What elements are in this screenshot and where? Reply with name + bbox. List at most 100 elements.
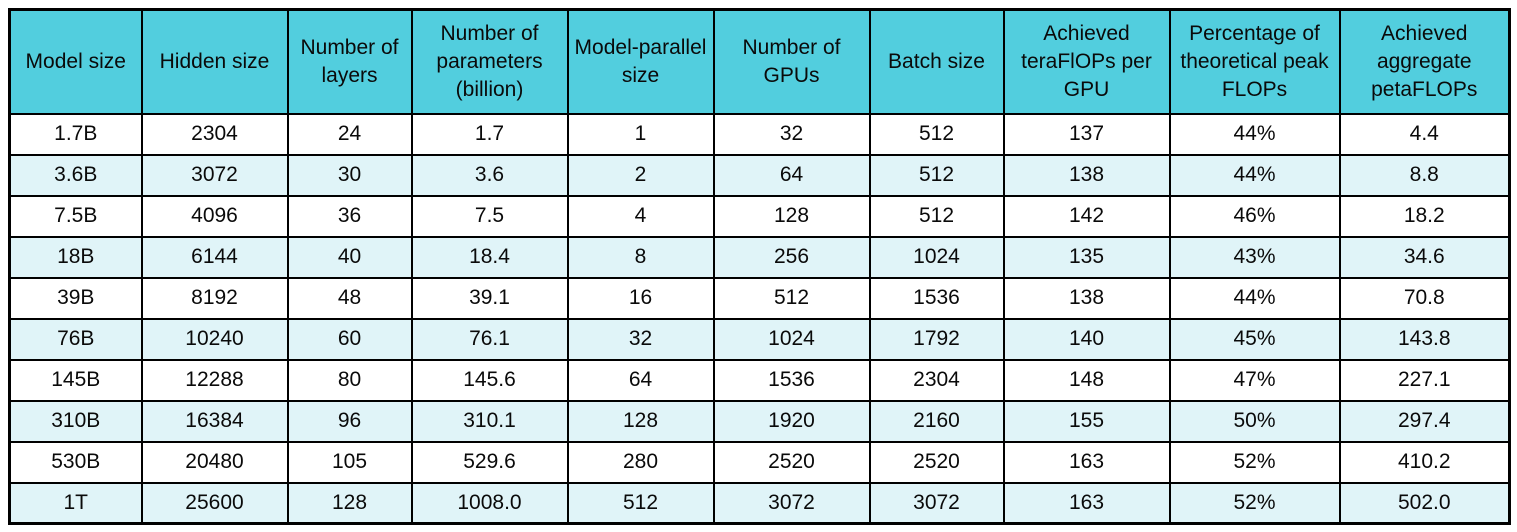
table-header: Model size Hidden size Number of layers Num… — [8, 8, 1511, 115]
table-cell: 4 — [566, 194, 715, 238]
table-row: 3.6B 3072 30 3.6 2 64 512 138 44% 8.8 — [8, 153, 1511, 197]
table-cell: 512 — [566, 481, 715, 525]
table-cell: 512 — [712, 276, 871, 320]
table-cell: 3.6 — [410, 153, 569, 197]
header-row: Model size Hidden size Number of layers Num… — [8, 8, 1511, 115]
table-cell: 256 — [712, 235, 871, 279]
table-cell: 39B — [8, 276, 143, 320]
table-cell: 142 — [1002, 194, 1171, 238]
table-cell: 47% — [1168, 358, 1341, 402]
table-cell: 1.7 — [410, 112, 569, 156]
table-cell: 60 — [286, 317, 413, 361]
table-cell: 45% — [1168, 317, 1341, 361]
table-cell: 140 — [1002, 317, 1171, 361]
column-header: Hidden size — [140, 8, 289, 115]
column-header: Achieved teraFlOPs per GPU — [1002, 8, 1171, 115]
table-cell: 3072 — [140, 153, 289, 197]
table-cell: 48 — [286, 276, 413, 320]
table-cell: 3072 — [712, 481, 871, 525]
table-cell: 7.5B — [8, 194, 143, 238]
table-cell: 44% — [1168, 112, 1341, 156]
table-row: 1.7B 2304 24 1.7 1 32 512 137 44% 4.4 — [8, 112, 1511, 156]
column-header: Batch size — [868, 8, 1005, 115]
table-cell: 20480 — [140, 440, 289, 484]
table-cell: 76B — [8, 317, 143, 361]
column-header: Number of parameters (billion) — [410, 8, 569, 115]
table-row: 7.5B 4096 36 7.5 4 128 512 142 46% 18.2 — [8, 194, 1511, 238]
table-cell: 137 — [1002, 112, 1171, 156]
model-scaling-table: Model size Hidden size Number of layers Num… — [8, 8, 1511, 525]
column-header: Achieved aggregate petaFLOPs — [1338, 8, 1511, 115]
table-cell: 44% — [1168, 153, 1341, 197]
table-cell: 8192 — [140, 276, 289, 320]
table-cell: 8 — [566, 235, 715, 279]
table-cell: 310B — [8, 399, 143, 443]
table-cell: 145.6 — [410, 358, 569, 402]
table-cell: 512 — [868, 153, 1005, 197]
table-cell: 148 — [1002, 358, 1171, 402]
table-cell: 4.4 — [1338, 112, 1511, 156]
table-cell: 135 — [1002, 235, 1171, 279]
table-cell: 280 — [566, 440, 715, 484]
table-row: 18B 6144 40 18.4 8 256 1024 135 43% 34.6 — [8, 235, 1511, 279]
table-cell: 1024 — [868, 235, 1005, 279]
table-cell: 2520 — [712, 440, 871, 484]
table-cell: 227.1 — [1338, 358, 1511, 402]
table-row: 1T 25600 128 1008.0 512 3072 3072 163 52% 502.0 — [8, 481, 1511, 525]
table-cell: 6144 — [140, 235, 289, 279]
table-cell: 143.8 — [1338, 317, 1511, 361]
table-cell: 39.1 — [410, 276, 569, 320]
table-cell: 310.1 — [410, 399, 569, 443]
table-cell: 410.2 — [1338, 440, 1511, 484]
table-cell: 64 — [712, 153, 871, 197]
table-cell: 128 — [566, 399, 715, 443]
table-cell: 52% — [1168, 481, 1341, 525]
column-header: Percentage of theoretical peak FLOPs — [1168, 8, 1341, 115]
table-cell: 4096 — [140, 194, 289, 238]
table-cell: 52% — [1168, 440, 1341, 484]
table-cell: 1008.0 — [410, 481, 569, 525]
table-cell: 512 — [868, 112, 1005, 156]
column-header: Number of GPUs — [712, 8, 871, 115]
table-row: 310B 16384 96 310.1 128 1920 2160 155 50% 297.4 — [8, 399, 1511, 443]
table-cell: 1792 — [868, 317, 1005, 361]
table-cell: 2 — [566, 153, 715, 197]
table-cell: 105 — [286, 440, 413, 484]
table-cell: 1920 — [712, 399, 871, 443]
table-cell: 64 — [566, 358, 715, 402]
table-cell: 30 — [286, 153, 413, 197]
table-cell: 297.4 — [1338, 399, 1511, 443]
table-cell: 40 — [286, 235, 413, 279]
column-header: Number of layers — [286, 8, 413, 115]
table-cell: 502.0 — [1338, 481, 1511, 525]
table-cell: 163 — [1002, 481, 1171, 525]
table-cell: 76.1 — [410, 317, 569, 361]
table-cell: 1536 — [712, 358, 871, 402]
table-cell: 1536 — [868, 276, 1005, 320]
table-cell: 18.4 — [410, 235, 569, 279]
table-cell: 34.6 — [1338, 235, 1511, 279]
table-cell: 529.6 — [410, 440, 569, 484]
table-cell: 43% — [1168, 235, 1341, 279]
table-cell: 80 — [286, 358, 413, 402]
table-cell: 96 — [286, 399, 413, 443]
column-header: Model-parallel size — [566, 8, 715, 115]
table-cell: 2304 — [868, 358, 1005, 402]
table-cell: 46% — [1168, 194, 1341, 238]
table-cell: 7.5 — [410, 194, 569, 238]
table-cell: 1 — [566, 112, 715, 156]
table-cell: 512 — [868, 194, 1005, 238]
table-cell: 2160 — [868, 399, 1005, 443]
table-row: 530B 20480 105 529.6 280 2520 2520 163 52% 410.2 — [8, 440, 1511, 484]
table-cell: 32 — [712, 112, 871, 156]
table-cell: 44% — [1168, 276, 1341, 320]
table-cell: 18B — [8, 235, 143, 279]
table-cell: 1.7B — [8, 112, 143, 156]
table-cell: 138 — [1002, 276, 1171, 320]
column-header: Model size — [8, 8, 143, 115]
table-cell: 1024 — [712, 317, 871, 361]
table-cell: 128 — [286, 481, 413, 525]
table-cell: 24 — [286, 112, 413, 156]
table-cell: 138 — [1002, 153, 1171, 197]
